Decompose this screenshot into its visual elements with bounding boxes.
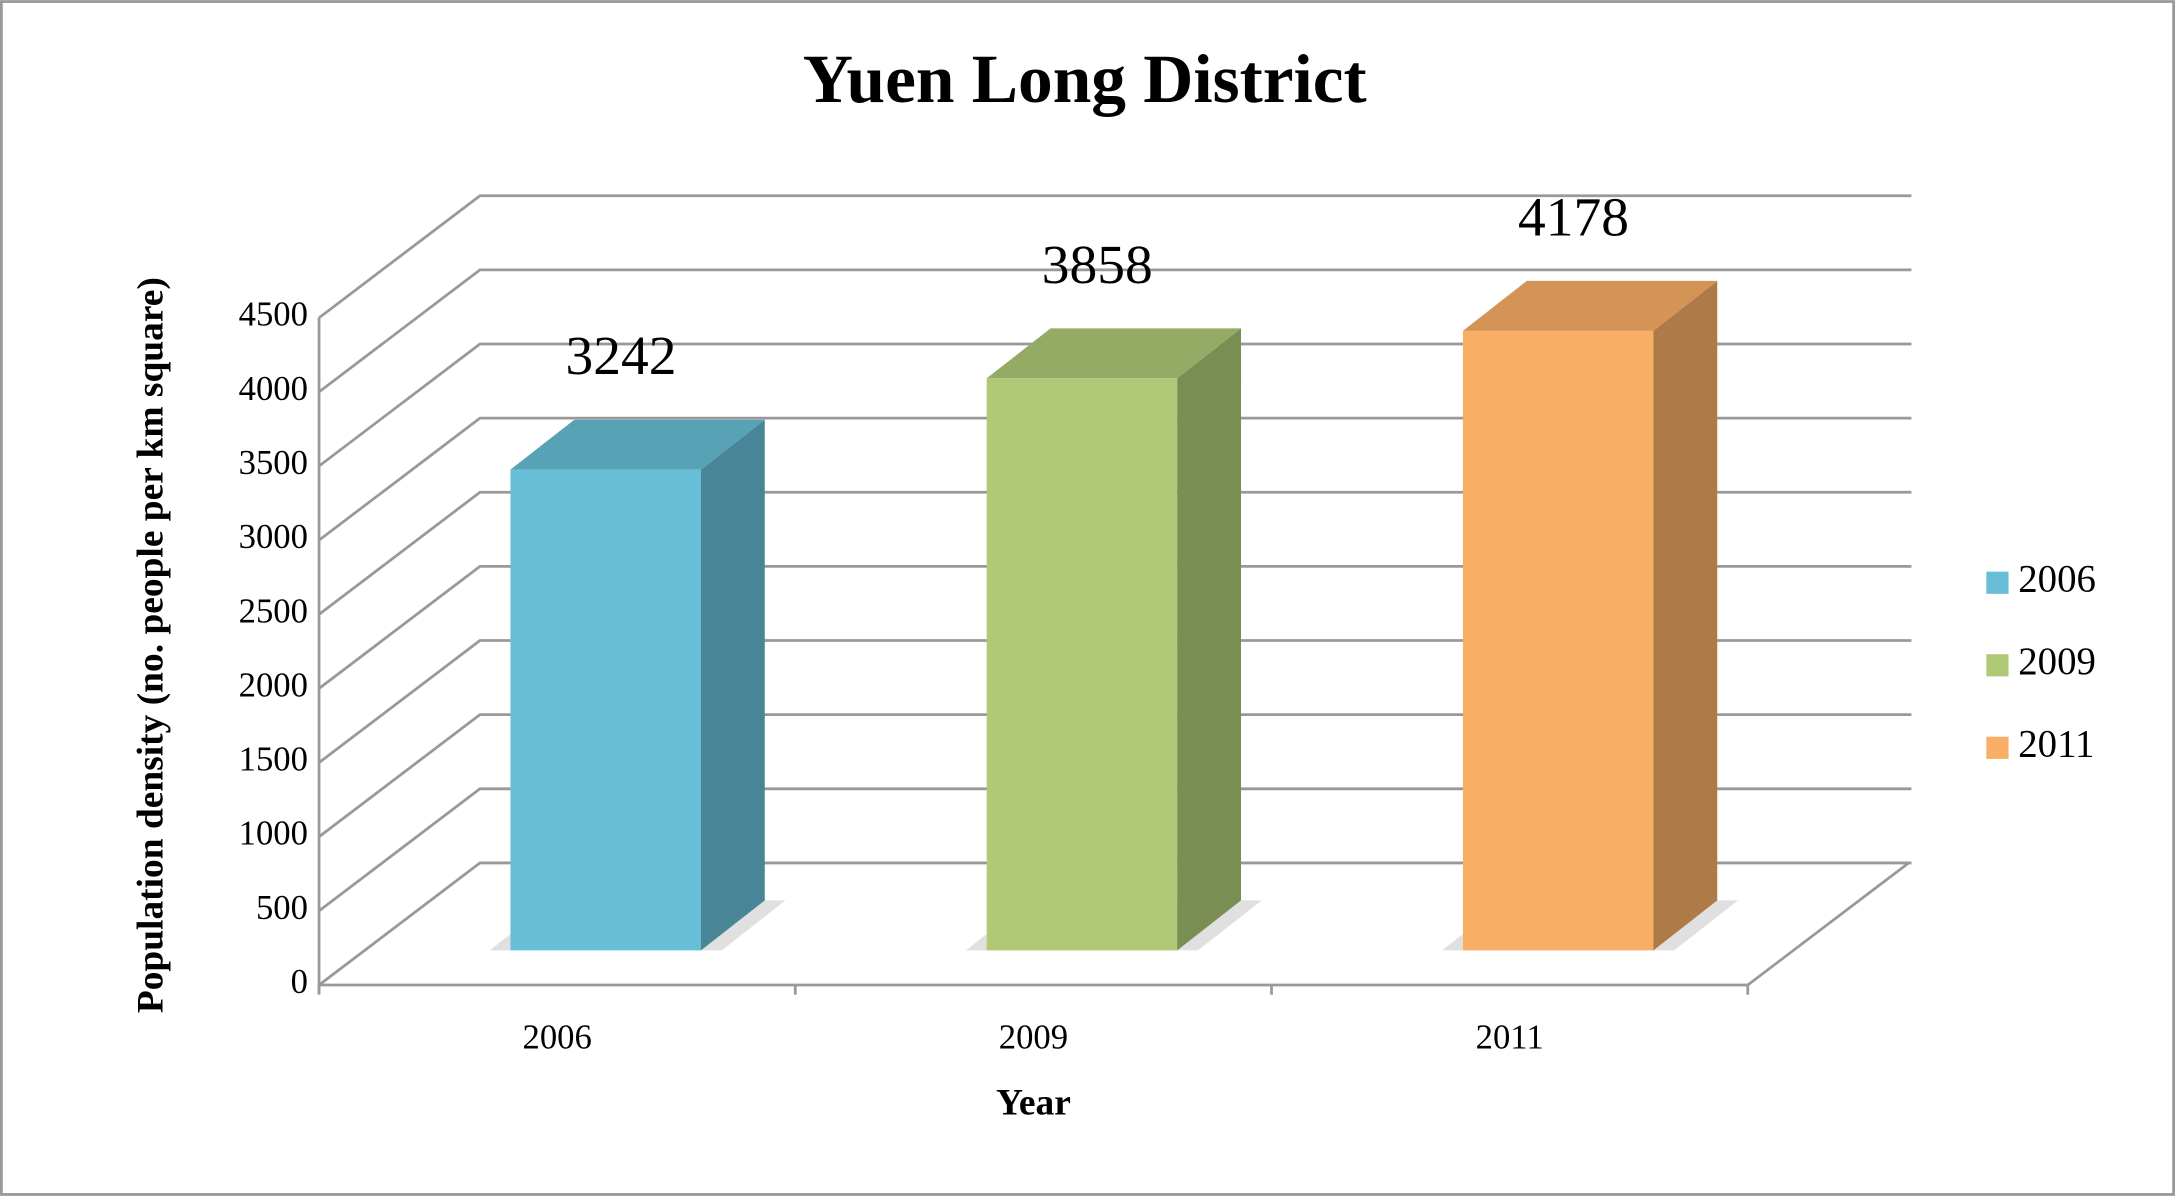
bar: [986, 378, 1178, 951]
bar-top: [1462, 280, 1718, 331]
chart-title: Yuen Long District: [803, 41, 1367, 118]
y-tick-label: 3500: [239, 444, 308, 482]
bar-side: [1653, 280, 1718, 951]
bar-side: [1177, 328, 1242, 951]
y-tick-label: 2500: [239, 592, 308, 630]
value-label: 4178: [1518, 187, 1629, 248]
bar: [510, 469, 701, 951]
y-tick-label: 0: [291, 963, 308, 1001]
value-label: 3242: [565, 326, 676, 387]
y-tick-label: 4500: [239, 296, 308, 334]
y-tick-label: 1000: [239, 815, 308, 853]
value-label: 3858: [1042, 235, 1153, 296]
bar-top: [510, 419, 765, 470]
legend-label: 2006: [2018, 558, 2096, 601]
grid-line: [318, 342, 1912, 468]
bar-top: [986, 328, 1242, 379]
grid-line: [318, 713, 1912, 838]
y-tick-label: 1500: [239, 741, 308, 779]
legend-label: 2011: [2018, 723, 2094, 766]
y-tick-label: 4000: [239, 370, 308, 408]
bar: [1462, 330, 1654, 951]
grid-line: [318, 268, 1912, 394]
legend-swatch: [1986, 654, 2009, 677]
x-tick-label: 2009: [999, 1018, 1068, 1056]
x-axis-title: Year: [996, 1082, 1071, 1123]
y-tick-label: 3000: [239, 518, 308, 556]
grid-line: [318, 490, 1912, 616]
grid-line: [318, 787, 1912, 912]
legend-swatch: [1986, 736, 2009, 759]
y-tick-label: 500: [256, 889, 308, 927]
grid-line: [318, 194, 1912, 319]
legend-swatch: [1986, 571, 2009, 594]
x-tick-label: 2011: [1476, 1018, 1544, 1056]
y-tick-label: 2000: [239, 666, 308, 704]
y-axis-title: Population density (no. people per km sq…: [131, 277, 172, 1013]
legend-label: 2009: [2018, 640, 2096, 683]
grid-line: [318, 861, 1912, 987]
grid-line: [318, 639, 1912, 764]
grid-line: [318, 565, 1912, 690]
bar-side: [700, 419, 765, 951]
grid-line: [318, 416, 1912, 542]
x-tick-label: 2006: [523, 1018, 592, 1056]
